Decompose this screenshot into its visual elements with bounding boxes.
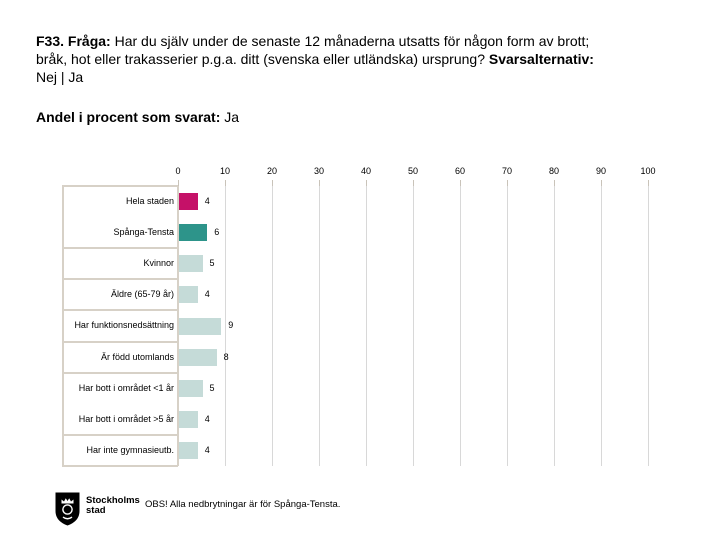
category-divider — [62, 465, 178, 467]
question-title: F33. Fråga: Har du själv under de senast… — [36, 32, 698, 86]
x-axis-tick-mark — [554, 180, 555, 186]
x-axis-tick-label: 30 — [313, 166, 324, 176]
logo-wordmark-line1: Stockholms — [86, 495, 140, 506]
plot-baseline — [177, 186, 179, 466]
category-label: Hela staden — [125, 196, 174, 206]
gridline — [225, 186, 226, 466]
x-axis-tick-label: 90 — [595, 166, 606, 176]
category-label: Spånga-Tensta — [113, 227, 174, 238]
category-label: Har bott i området <1 år — [78, 382, 174, 393]
bar — [179, 379, 203, 397]
bar — [179, 317, 222, 335]
category-label: Har bott i området >5 år — [78, 413, 174, 424]
title-segment-bold: F33. Fråga: — [36, 33, 115, 49]
title-segment: Har du själv under de senaste 12 månader… — [114, 33, 590, 49]
title-segment: bråk, hot eller trakasserier p.g.a. ditt… — [36, 51, 489, 67]
bar-value-label: 6 — [214, 227, 220, 238]
logo-wordmark-line2: stad — [86, 505, 106, 516]
chart-subtitle-value: Ja — [220, 109, 240, 125]
x-axis-tick-label: 40 — [360, 166, 371, 176]
x-axis-tick-mark — [507, 180, 508, 186]
category-divider — [62, 340, 178, 343]
x-axis-tick-mark — [366, 180, 367, 186]
category-axis-line — [62, 186, 64, 467]
x-axis-tick-label: 100 — [640, 166, 656, 176]
title-segment-bold: Svarsalternativ: — [488, 51, 594, 67]
x-axis-tick-mark — [460, 180, 461, 186]
x-axis-tick-mark — [413, 180, 414, 186]
stockholm-stad-logo-icon — [55, 492, 80, 526]
gridline — [601, 186, 602, 466]
question-title-line: bråk, hot eller trakasserier p.g.a. ditt… — [36, 50, 698, 68]
chart-subtitle-label: Andel i procent som svarat: — [36, 109, 221, 125]
bar — [179, 286, 198, 304]
bar-value-label: 5 — [209, 258, 215, 269]
bar — [179, 410, 198, 428]
bar — [179, 348, 217, 366]
gridline — [507, 186, 508, 466]
category-divider — [62, 247, 178, 250]
x-axis-tick-label: 0 — [175, 166, 181, 176]
bar — [179, 193, 198, 211]
title-segment: Nej | Ja — [36, 69, 84, 85]
question-title-line: Nej | Ja — [36, 68, 698, 86]
bar-value-label: 4 — [204, 444, 210, 455]
gridline — [460, 186, 461, 466]
gridline — [319, 186, 320, 466]
x-axis-tick-mark — [225, 180, 226, 186]
bar — [179, 441, 198, 459]
category-label: Kvinnor — [143, 258, 174, 269]
gridline — [366, 186, 367, 466]
bar-value-label: 9 — [228, 320, 234, 331]
x-axis-tick-label: 60 — [454, 166, 465, 176]
category-label: Är född utomlands — [100, 351, 174, 362]
category-label: Har inte gymnasieutb. — [86, 444, 174, 455]
x-axis-tick-label: 50 — [407, 166, 418, 176]
bar — [179, 255, 203, 273]
x-axis-tick-mark — [601, 180, 602, 186]
footer-note: OBS! Alla nedbrytningar är för Spånga-Te… — [145, 499, 341, 510]
category-divider — [62, 185, 178, 187]
question-title-line: F33. Fråga: Har du själv under de senast… — [36, 32, 698, 50]
category-label: Har funktionsnedsättning — [74, 320, 174, 331]
category-divider — [62, 371, 178, 374]
bar — [179, 224, 208, 242]
chart-subtitle: Andel i procent som svarat: Ja — [36, 108, 239, 126]
x-axis-tick-label: 80 — [548, 166, 559, 176]
x-axis-tick-mark — [272, 180, 273, 186]
bar-value-label: 8 — [223, 351, 229, 362]
x-axis-tick-label: 20 — [266, 166, 277, 176]
logo-wordmark: Stockholms stad — [86, 496, 140, 516]
bar-value-label: 4 — [204, 413, 210, 424]
category-label: Äldre (65-79 år) — [110, 289, 174, 300]
bar-value-label: 5 — [209, 382, 215, 393]
gridline — [272, 186, 273, 466]
category-divider — [62, 309, 178, 312]
x-axis-tick-mark — [648, 180, 649, 186]
gridline — [554, 186, 555, 466]
x-axis-tick-label: 10 — [219, 166, 230, 176]
category-divider — [62, 433, 178, 436]
x-axis-tick-mark — [178, 180, 179, 186]
gridline — [648, 186, 649, 466]
x-axis-tick-label: 70 — [501, 166, 512, 176]
x-axis-tick-mark — [319, 180, 320, 186]
gridline — [413, 186, 414, 466]
bar-value-label: 4 — [204, 289, 210, 300]
category-divider — [62, 278, 178, 281]
bar-value-label: 4 — [204, 196, 210, 206]
